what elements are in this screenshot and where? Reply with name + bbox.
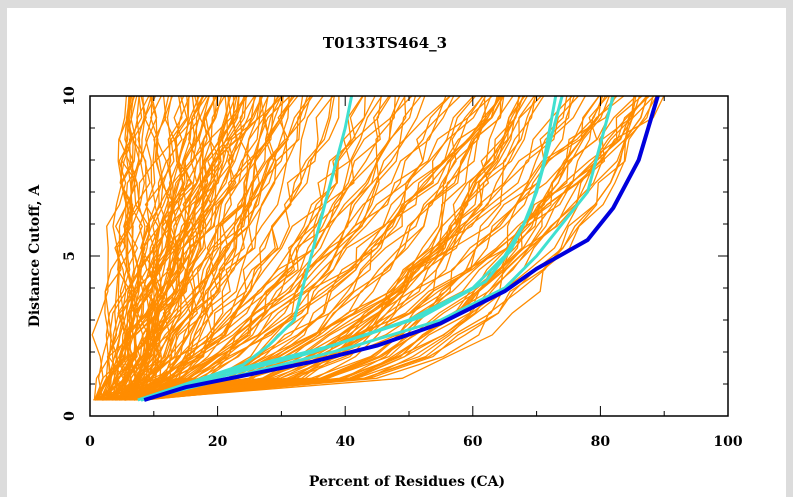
- gdt-chart: T0133TS464_3 0 20 40 60 80 100 0 5 10 Percent o…: [7, 8, 786, 497]
- model-line: [131, 95, 335, 401]
- model-line: [116, 95, 261, 401]
- model-line: [117, 95, 487, 401]
- x-tick-label: 60: [463, 434, 483, 450]
- model-line: [129, 95, 309, 401]
- model-line: [101, 95, 290, 401]
- model-line: [119, 95, 296, 401]
- highlighted-model-lines: [137, 95, 660, 402]
- model-line: [99, 95, 312, 401]
- other-model-lines: [91, 95, 665, 401]
- x-axis-label: Percent of Residues (CA): [309, 474, 505, 490]
- model-line: [107, 95, 264, 401]
- model-line: [129, 95, 618, 401]
- model-line: [129, 95, 586, 401]
- model-line: [127, 95, 392, 401]
- model-line: [138, 95, 575, 401]
- model-line: [115, 95, 525, 401]
- model-line: [102, 95, 637, 401]
- model-line: [95, 95, 205, 401]
- x-tick-labels: 0 20 40 60 80 100: [85, 434, 743, 450]
- model-line: [140, 95, 269, 401]
- axis-ticks: [89, 95, 729, 417]
- model-line: [118, 95, 163, 401]
- plot-background: [7, 8, 786, 497]
- y-tick-label: 10: [62, 86, 78, 106]
- model-line: [127, 95, 158, 401]
- model-line: [117, 95, 451, 401]
- x-tick-label: 100: [713, 434, 742, 450]
- model-line: [107, 95, 134, 401]
- x-tick-label: 80: [591, 434, 611, 450]
- model-line: [121, 95, 610, 401]
- model-line: [121, 95, 299, 401]
- related-model-line: [140, 95, 615, 402]
- model-line: [110, 95, 210, 401]
- model-line: [129, 95, 247, 401]
- model-line: [108, 95, 135, 401]
- chart-title: T0133TS464_3: [323, 34, 447, 52]
- model-line: [143, 95, 654, 401]
- model-line: [144, 95, 520, 401]
- model-line: [133, 95, 641, 401]
- related-model-line: [140, 95, 558, 402]
- model-line: [95, 95, 284, 401]
- x-tick-label: 20: [208, 434, 228, 450]
- y-tick-labels: 0 5 10: [62, 86, 78, 421]
- model-line: [105, 95, 504, 401]
- model-line: [103, 95, 568, 401]
- model-line: [112, 95, 312, 401]
- model-line: [116, 95, 132, 401]
- model-line: [125, 95, 269, 401]
- x-tick-label: 40: [335, 434, 355, 450]
- model-line: [108, 95, 314, 401]
- model-line: [117, 95, 396, 401]
- model-line: [95, 95, 417, 401]
- model-line: [121, 95, 505, 401]
- model-line: [93, 95, 175, 401]
- model-line: [99, 95, 340, 401]
- model-line: [118, 95, 196, 401]
- y-tick-label: 5: [62, 251, 78, 261]
- highlighted-model-line: [143, 95, 660, 402]
- model-line: [112, 95, 609, 401]
- model-line: [131, 95, 648, 401]
- model-line: [138, 95, 240, 401]
- y-axis-label: Distance Cutoff, A: [27, 184, 43, 328]
- model-line: [133, 95, 151, 401]
- model-line: [129, 95, 265, 401]
- model-line: [101, 95, 505, 401]
- model-line: [120, 95, 498, 401]
- y-tick-label: 0: [62, 411, 78, 421]
- chart-panel: T0133TS464_3 0 20 40 60 80 100 0 5 10 Percent o…: [7, 8, 786, 497]
- x-tick-label: 0: [85, 434, 95, 450]
- model-line: [137, 95, 382, 401]
- model-line: [111, 95, 573, 401]
- model-line: [104, 95, 451, 401]
- model-line: [124, 95, 201, 401]
- model-line: [107, 95, 230, 401]
- model-line: [98, 95, 304, 401]
- model-line: [106, 95, 216, 401]
